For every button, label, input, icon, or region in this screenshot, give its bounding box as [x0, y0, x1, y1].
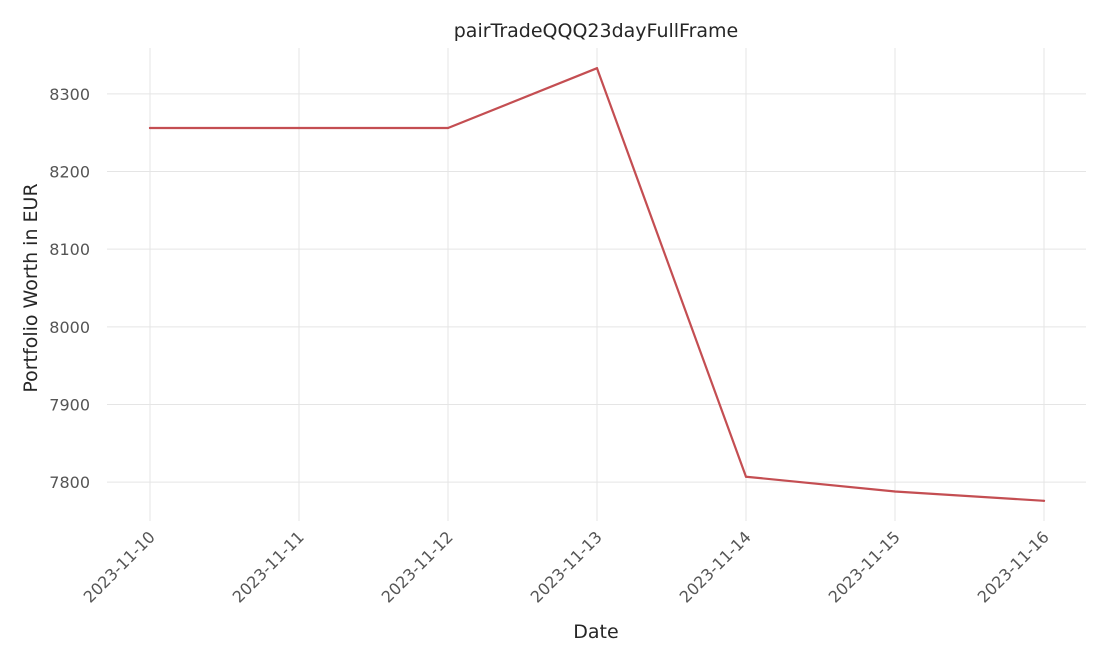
- data-point: [744, 475, 748, 478]
- x-tick-label: 2023-11-11: [229, 527, 308, 606]
- y-tick-label: 8100: [49, 240, 90, 259]
- data-point: [893, 490, 897, 493]
- x-tick-label: 2023-11-10: [80, 527, 159, 606]
- chart-title: pairTradeQQQ23dayFullFrame: [454, 20, 739, 42]
- x-axis-label: Date: [573, 621, 618, 643]
- x-axis-ticks: 2023-11-10 2023-11-11 2023-11-12 2023-11-13…: [80, 527, 1053, 606]
- x-tick-label: 2023-11-12: [378, 527, 457, 606]
- x-tick-label: 2023-11-16: [974, 527, 1053, 606]
- y-axis-label: Portfolio Worth in EUR: [20, 183, 42, 392]
- x-tick-label: 2023-11-15: [825, 527, 904, 606]
- y-axis-ticks: 7800 7900 8000 8100 8200 8300: [49, 85, 90, 492]
- data-point: [148, 126, 152, 130]
- x-tick-label: 2023-11-13: [527, 527, 606, 606]
- y-tick-label: 8200: [49, 162, 90, 181]
- data-point: [297, 126, 301, 130]
- data-point: [595, 67, 599, 70]
- series-group: [148, 67, 1046, 502]
- x-tick-label: 2023-11-14: [676, 527, 755, 606]
- y-tick-label: 7800: [49, 473, 90, 492]
- data-point: [446, 126, 450, 130]
- y-tick-label: 7900: [49, 395, 90, 414]
- data-point: [1042, 499, 1046, 502]
- y-tick-label: 8000: [49, 318, 90, 337]
- grid: [107, 48, 1086, 521]
- y-tick-label: 8300: [49, 85, 90, 104]
